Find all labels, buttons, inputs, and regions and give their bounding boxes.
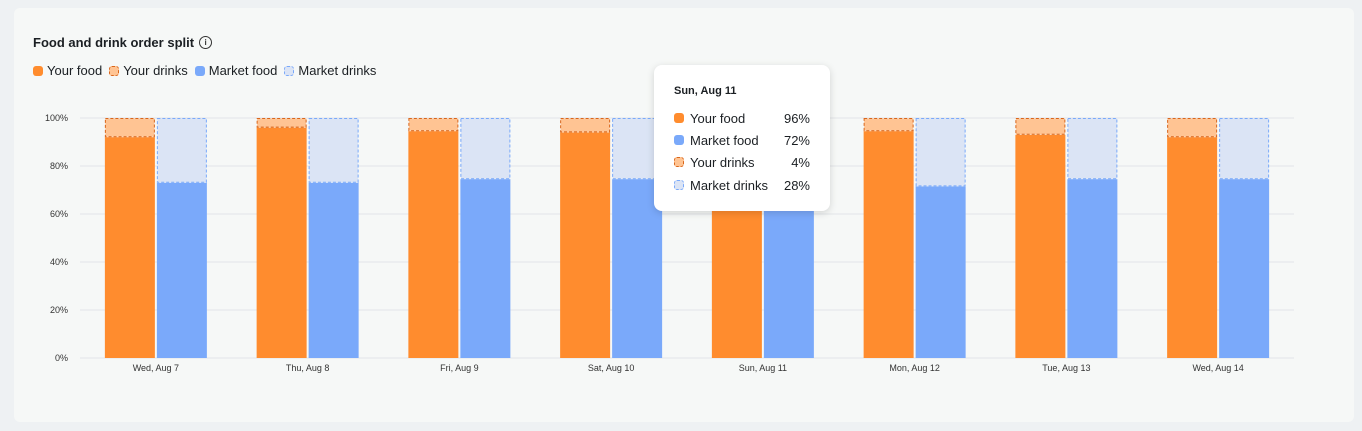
bar-your-food	[863, 131, 914, 358]
tooltip-label: Your food	[690, 110, 746, 126]
bar-your-food	[104, 137, 155, 358]
bar-your-drinks	[408, 118, 459, 132]
tooltip-value: 96%	[783, 110, 810, 126]
bar-your-food	[256, 127, 307, 358]
bar-market-drinks	[308, 118, 359, 183]
tooltip-label: Your drinks	[690, 154, 755, 170]
tooltip-value: 72%	[783, 132, 810, 148]
x-tick-label: Thu, Aug 8	[286, 363, 330, 373]
tooltip-row-market-drinks: Market drinks 28%	[674, 176, 810, 194]
legend-swatch	[194, 65, 205, 76]
legend-swatch	[33, 65, 43, 76]
legend-label: Market food	[208, 63, 278, 78]
legend-item-your-drinks[interactable]: Your drinks	[109, 63, 188, 78]
bar-your-food	[408, 131, 459, 358]
info-icon[interactable]: i	[199, 36, 213, 49]
tooltip-row-your-drinks: Your drinks 4%	[674, 153, 810, 171]
tooltip-value: 28%	[783, 177, 810, 193]
y-tick-label: 60%	[50, 209, 68, 219]
y-tick-label: 100%	[45, 113, 68, 123]
tooltip-swatch	[674, 180, 684, 190]
legend-label: Your drinks	[123, 63, 188, 78]
tooltip-swatch	[674, 113, 684, 123]
tooltip-row-your-food: Your food 96%	[674, 109, 810, 127]
legend-item-market-food[interactable]: Market food	[194, 63, 278, 78]
bar-your-drinks	[863, 118, 914, 132]
bar-market-food	[1067, 179, 1118, 358]
y-tick-label: 0%	[55, 353, 68, 363]
tooltip-title: Sun, Aug 11	[674, 85, 737, 97]
bar-market-drinks	[915, 118, 966, 187]
bar-market-food	[915, 186, 966, 358]
y-tick-label: 40%	[50, 257, 68, 267]
bar-your-drinks	[560, 118, 611, 133]
x-tick-label: Fri, Aug 9	[440, 363, 479, 373]
y-tick-label: 20%	[50, 305, 68, 315]
x-tick-label: Wed, Aug 14	[1192, 363, 1243, 373]
tooltip-swatch	[674, 157, 684, 167]
legend-item-market-drinks[interactable]: Market drinks	[284, 63, 376, 78]
x-tick-label: Mon, Aug 12	[889, 363, 940, 373]
y-tick-label: 80%	[50, 161, 68, 171]
x-tick-label: Wed, Aug 7	[133, 363, 179, 373]
bar-market-drinks	[1219, 118, 1270, 180]
bar-market-food	[763, 185, 814, 358]
bar-market-food	[308, 182, 359, 358]
legend-item-your-food[interactable]: Your food	[33, 63, 102, 78]
bar-market-food	[156, 182, 207, 358]
legend-swatch	[109, 65, 120, 76]
x-tick-label: Tue, Aug 13	[1042, 363, 1090, 373]
bar-your-food	[1167, 137, 1218, 358]
legend-label: Your food	[47, 63, 103, 78]
x-tick-label: Sun, Aug 11	[739, 363, 787, 373]
bar-your-food	[1015, 134, 1066, 358]
legend-swatch	[284, 65, 295, 76]
bar-market-food	[460, 179, 511, 358]
bar-market-drinks	[1067, 118, 1118, 180]
bar-your-drinks	[256, 118, 307, 128]
chart-tooltip: Sun, Aug 11 Your food 96% Market food 72…	[654, 65, 830, 211]
tooltip-label: Market drinks	[690, 177, 769, 193]
bar-market-drinks	[612, 118, 663, 180]
bar-your-drinks	[1015, 118, 1066, 135]
bar-market-food	[1219, 179, 1270, 358]
bar-your-drinks	[1167, 118, 1218, 138]
chart-title: Food and drink order split	[33, 35, 195, 50]
legend: Your food Your drinks Market food Market…	[33, 63, 376, 78]
tooltip-row-market-food: Market food 72%	[674, 131, 810, 149]
bar-your-drinks	[104, 118, 155, 138]
bar-market-drinks	[156, 118, 207, 183]
tooltip-value: 4%	[791, 154, 810, 170]
bar-market-drinks	[460, 118, 511, 180]
bar-your-food	[560, 132, 611, 358]
tooltip-label: Market food	[690, 132, 759, 148]
x-tick-label: Sat, Aug 10	[588, 363, 635, 373]
legend-label: Market drinks	[298, 63, 377, 78]
chart-title-row: Food and drink order split i	[33, 35, 213, 50]
bar-market-food	[612, 179, 663, 358]
tooltip-swatch	[674, 135, 684, 145]
